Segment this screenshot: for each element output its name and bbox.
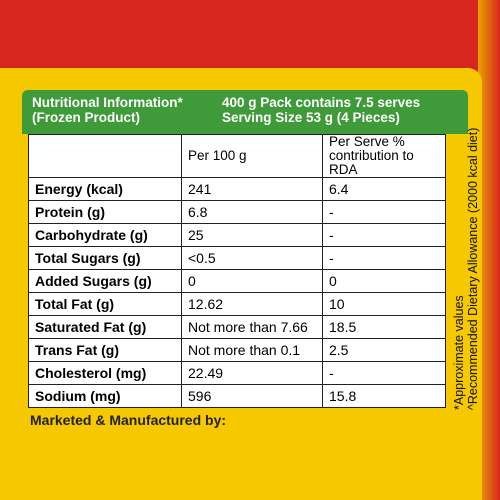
footer-text: Marketed & Manufactured by: [30, 412, 227, 428]
table-row: Total Fat (g) 12.62 10 [28, 292, 446, 316]
nutrient-value: - [322, 361, 446, 385]
nutrient-value: 22.49 [181, 361, 323, 385]
nutrient-name: Total Fat (g) [28, 292, 182, 316]
nutrient-value: - [322, 200, 446, 224]
header-subtitle: (Frozen Product) [32, 110, 140, 125]
nutrient-value: - [322, 223, 446, 247]
nutrient-name: Total Sugars (g) [28, 246, 182, 270]
nutrient-value: 6.4 [322, 177, 446, 201]
nutrient-name: Added Sugars (g) [28, 269, 182, 293]
nutrient-value: <0.5 [181, 246, 323, 270]
pack-info: 400 g Pack contains 7.5 serves [222, 95, 421, 110]
nutrient-value: Not more than 0.1 [181, 338, 323, 362]
table-row: Added Sugars (g) 0 0 [28, 269, 446, 293]
header-line: contribution to RDA [329, 148, 414, 177]
nutrient-value: 10 [322, 292, 446, 316]
nutrient-name: Energy (kcal) [28, 177, 182, 201]
header-cell [28, 134, 182, 178]
table-row: Sodium (mg) 596 15.8 [28, 384, 446, 408]
nutrient-value: 15.8 [322, 384, 446, 408]
side-note: ^Recommended Dietary Allowance (2000 kca… [466, 127, 480, 410]
nutrient-value: Not more than 7.66 [181, 315, 323, 339]
serving-info: Serving Size 53 g (4 Pieces) [222, 110, 400, 125]
nutrient-value: - [322, 246, 446, 270]
nutrient-name: Cholesterol (mg) [28, 361, 182, 385]
nutrient-value: 12.62 [181, 292, 323, 316]
side-note: *Approximate values [452, 295, 466, 410]
header-right: 400 g Pack contains 7.5 serves Serving S… [222, 95, 420, 125]
nutrient-name: Carbohydrate (g) [28, 223, 182, 247]
nutrient-value: 0 [181, 269, 323, 293]
nutrient-name: Protein (g) [28, 200, 182, 224]
nutrient-name: Trans Fat (g) [28, 338, 182, 362]
header-left: Nutritional Information* (Frozen Product… [32, 95, 183, 125]
nutrient-value: 25 [181, 223, 323, 247]
red-band [0, 0, 500, 72]
table-row: Protein (g) 6.8- [28, 200, 446, 224]
nutrient-value: 6.8 [181, 200, 323, 224]
table-row: Total Sugars (g) <0.5- [28, 246, 446, 270]
nutrient-value: 241 [181, 177, 323, 201]
table-header: Per 100 g Per Serve % contribution to RDA [28, 134, 446, 178]
nutrient-name: Saturated Fat (g) [28, 315, 182, 339]
nutrition-table: Per 100 g Per Serve % contribution to RDA… [28, 134, 446, 408]
red-edge [478, 0, 500, 500]
nutrient-value: 596 [181, 384, 323, 408]
table-row: Carbohydrate (g) 25- [28, 223, 446, 247]
table-row: Energy (kcal) 241 6.4 [28, 177, 446, 201]
nutrient-value: 0 [322, 269, 446, 293]
header-line: Per Serve % [329, 134, 405, 149]
header-cell: Per Serve % contribution to RDA [322, 134, 446, 178]
table-row: Saturated Fat (g) Not more than 7.66 18.5 [28, 315, 446, 339]
nutrient-value: 2.5 [322, 338, 446, 362]
table-row: Cholesterol (mg) 22.49- [28, 361, 446, 385]
info-header: Nutritional Information* (Frozen Product… [22, 90, 468, 134]
nutrient-value: 18.5 [322, 315, 446, 339]
nutrient-name: Sodium (mg) [28, 384, 182, 408]
table-row: Trans Fat (g) Not more than 0.1 2.5 [28, 338, 446, 362]
side-notes: *Approximate values ^Recommended Dietary… [452, 80, 480, 410]
header-cell: Per 100 g [181, 134, 323, 178]
header-title: Nutritional Information* [32, 95, 183, 110]
